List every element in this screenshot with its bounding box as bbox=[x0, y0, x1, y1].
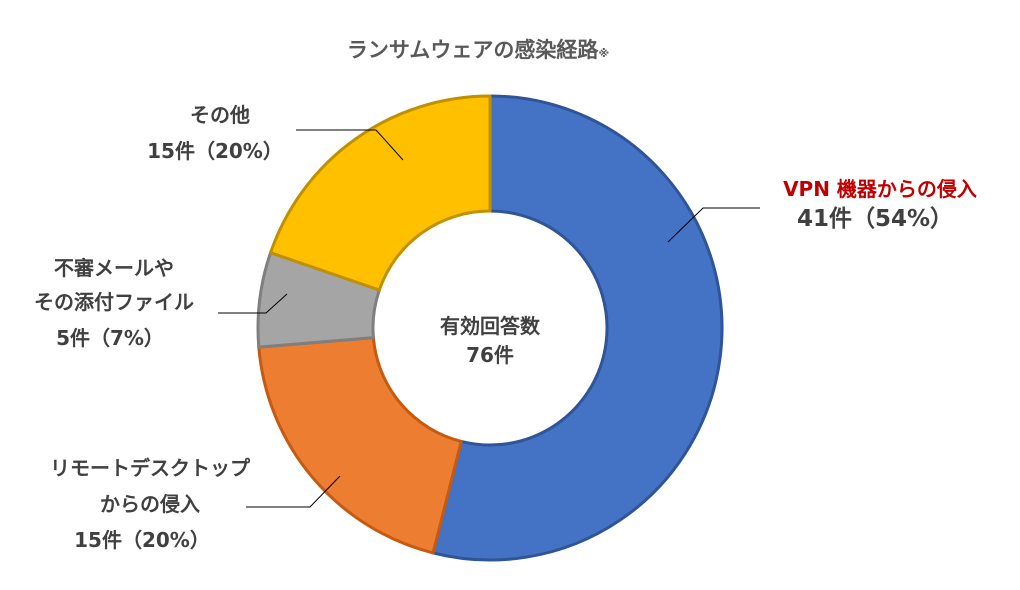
leader-line-2 bbox=[246, 475, 341, 508]
slice-label-3-line-1: 不審メールや bbox=[54, 256, 174, 280]
leader-line-4 bbox=[296, 129, 404, 161]
slices-group bbox=[256, 94, 724, 562]
slice-label-2-line-2: からの侵入 bbox=[100, 492, 200, 516]
slice-label-2-line-3: 15件（20%） bbox=[74, 528, 210, 552]
center-label: 有効回答数 76件 bbox=[440, 314, 541, 367]
slice-4 bbox=[269, 94, 492, 292]
chart-title: ランサムウェアの感染経路※ bbox=[347, 38, 609, 62]
slice-label-4-line-1: その他 bbox=[190, 103, 250, 127]
leader-lines bbox=[218, 129, 760, 508]
leader-line-1 bbox=[667, 207, 760, 243]
chart-title-note: ※ bbox=[598, 47, 609, 60]
slice-label-3-line-2: その添付ファイル bbox=[34, 290, 194, 314]
leader-line-3 bbox=[218, 293, 288, 314]
slice-label-1-line-2: 41件（54%） bbox=[797, 205, 953, 232]
slice-label-4-line-2: 15件（20%） bbox=[147, 139, 283, 163]
slice-1 bbox=[431, 94, 724, 562]
slice-2 bbox=[257, 336, 463, 555]
center-label-line-2: 76件 bbox=[466, 343, 514, 367]
slice-label-1-line-1: VPN 機器からの侵入 bbox=[783, 177, 977, 201]
slice-label-3-line-3: 5件（7%） bbox=[56, 326, 164, 350]
chart-title-text: ランサムウェアの感染経路 bbox=[347, 38, 600, 62]
center-label-line-1: 有効回答数 bbox=[440, 314, 541, 338]
slice-label-2-line-1: リモートデスクトップ bbox=[50, 456, 251, 480]
